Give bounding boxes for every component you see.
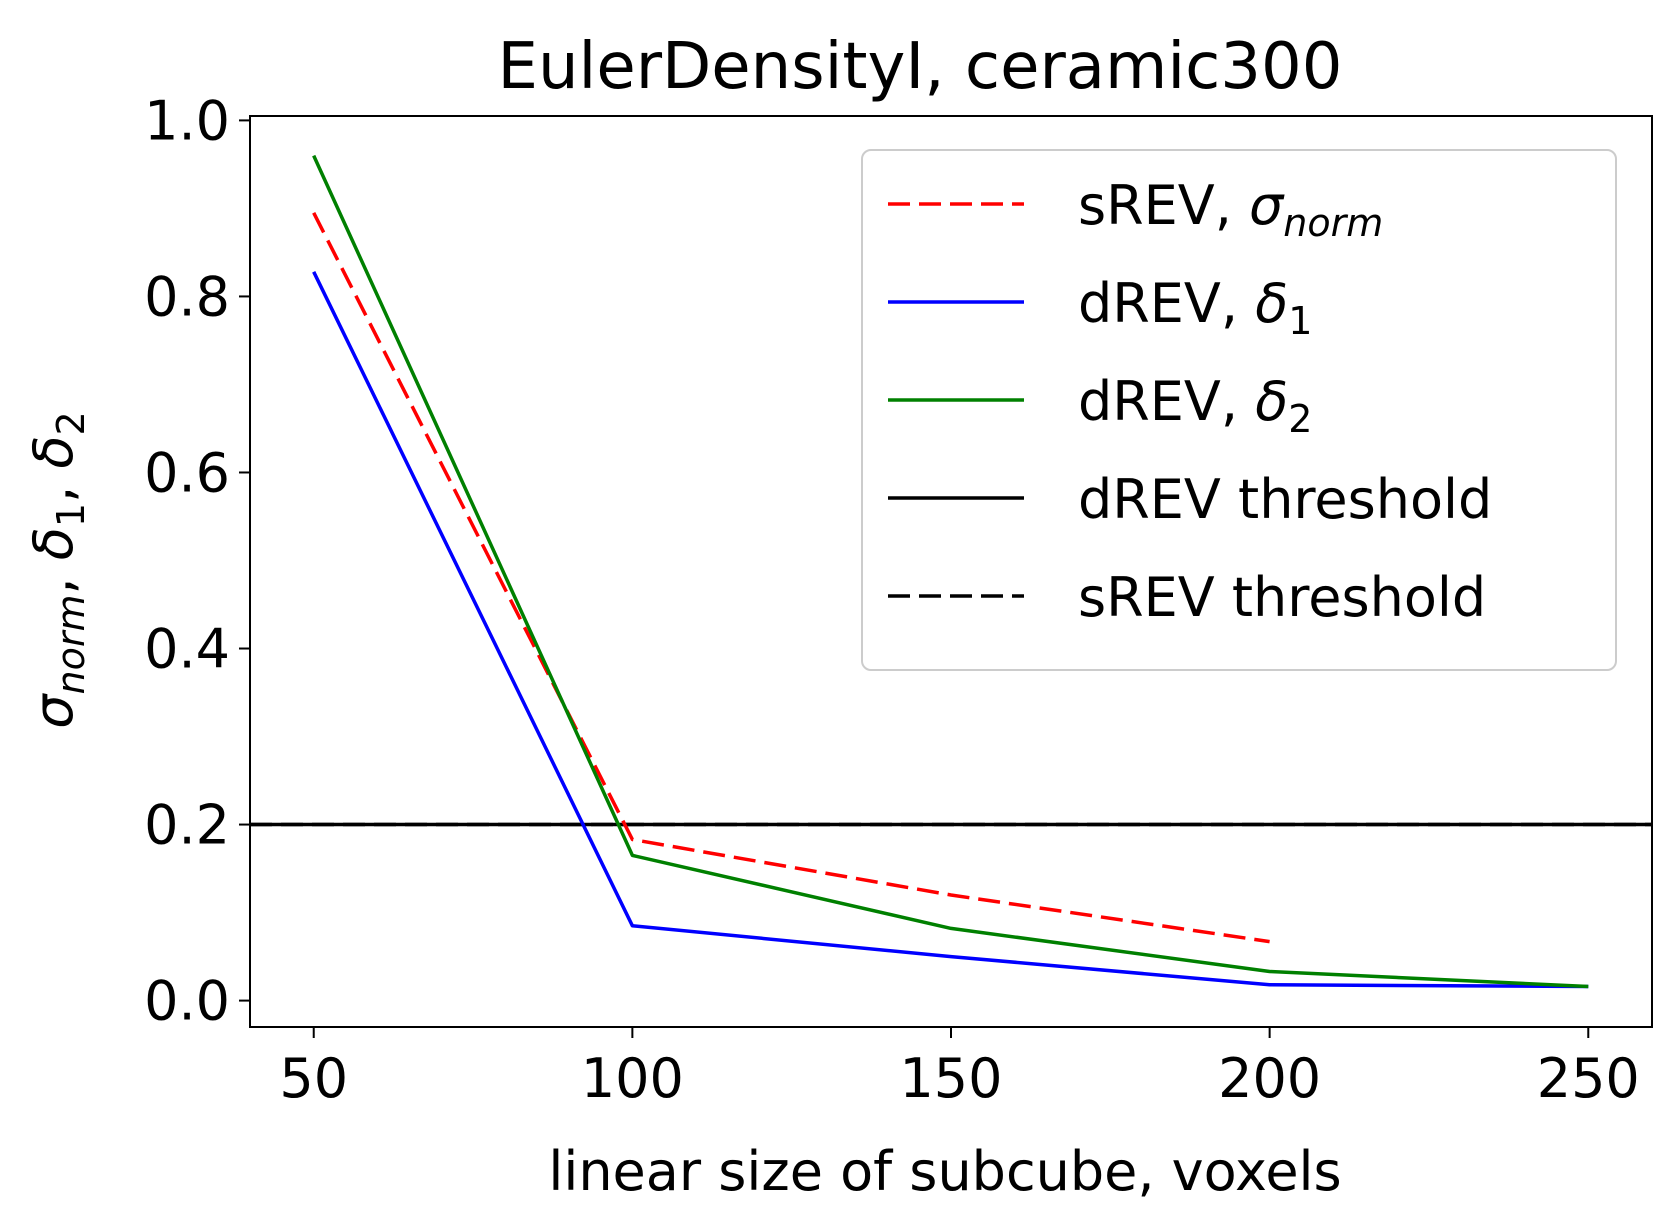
series-line-1 xyxy=(312,212,1270,944)
legend-item: dREV, δ2 xyxy=(888,370,1312,441)
series-line-3 xyxy=(312,154,1589,989)
x-axis-label: linear size of subcube, voxels xyxy=(548,1140,1341,1203)
x-tick-label: 250 xyxy=(1537,1047,1640,1110)
legend-label: sREV, σnorm xyxy=(1078,174,1383,245)
chart-title: EulerDensityI, ceramic300 xyxy=(498,30,1343,104)
axes: 50 100 150 200 250 0.0 0.2 0.4 0.6 0.8 1.0 xyxy=(144,89,1653,1110)
legend: sREV, σnorm dREV, δ1 dREV, δ2 dREV threshol… xyxy=(861,149,1617,671)
legend-item: sREV, σnorm xyxy=(888,174,1383,245)
legend-label: sREV threshold xyxy=(1078,566,1486,629)
y-tick-label: 1.0 xyxy=(144,89,230,152)
series-line-2 xyxy=(312,271,1589,989)
y-tick-label: 0.4 xyxy=(144,618,230,681)
x-tick-label: 200 xyxy=(1218,1047,1321,1110)
y-tick-label: 0.8 xyxy=(144,265,230,328)
legend-item: dREV threshold xyxy=(888,468,1492,531)
y-tick-label: 0.0 xyxy=(144,970,230,1033)
y-axis-label: σnorm, δ1, δ2 xyxy=(22,411,93,728)
plot-area xyxy=(250,154,1652,989)
legend-item: sREV threshold xyxy=(888,566,1486,629)
x-tick-label: 150 xyxy=(899,1047,1002,1110)
legend-label: dREV, δ1 xyxy=(1078,272,1312,343)
legend-item: dREV, δ1 xyxy=(888,272,1312,343)
x-tick-label: 50 xyxy=(279,1047,348,1110)
legend-box xyxy=(861,149,1617,671)
x-tick-label: 100 xyxy=(581,1047,684,1110)
y-tick-label: 0.6 xyxy=(144,441,230,504)
series-group xyxy=(250,154,1652,989)
legend-label: dREV threshold xyxy=(1078,468,1492,531)
y-tick-label: 0.2 xyxy=(144,794,230,857)
legend-label: dREV, δ2 xyxy=(1078,370,1312,441)
